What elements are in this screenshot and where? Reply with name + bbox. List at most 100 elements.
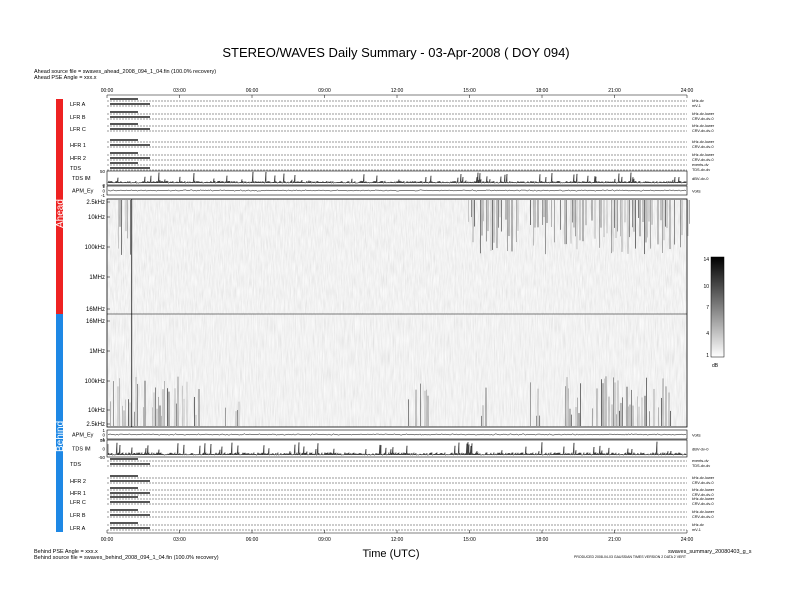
behind-burst (628, 406, 629, 426)
ahead-burst (486, 200, 487, 242)
ahead-panel-info (110, 157, 150, 159)
behind-burst (176, 403, 177, 426)
ahead-burst (606, 200, 608, 234)
behind-panel-label: LFR B (70, 513, 86, 519)
ahead-burst (687, 200, 689, 237)
ahead-panel-unit: events-dv (692, 163, 709, 167)
behind-burst (536, 415, 537, 426)
ahead-tdsm-unit: dBV-dv-0 (692, 176, 709, 181)
behind-apm-ytick: 0 (102, 433, 105, 438)
behind-burst (159, 405, 161, 426)
behind-burst (537, 388, 539, 426)
behind-tdsm-ytick: 50 (100, 438, 106, 443)
behind-burst (608, 396, 610, 426)
ahead-panel-info (110, 123, 138, 125)
ahead-burst (591, 200, 593, 221)
behind-panel-unit: events-dv (692, 459, 709, 463)
figure-title: STEREO/WAVES Daily Summary - 03-Apr-2008… (222, 45, 569, 60)
behind-burst (156, 408, 158, 426)
ahead-burst (472, 200, 474, 243)
behind-burst (649, 411, 650, 426)
behind-burst (162, 389, 164, 426)
behind-burst (637, 396, 638, 426)
behind-panel-unit: kHz-dv-lower (692, 510, 715, 514)
ahead-burst (505, 200, 507, 220)
ahead-burst (614, 200, 615, 228)
behind-burst (174, 388, 176, 426)
ahead-freq-tick-label: 1MHz (89, 275, 105, 281)
ahead-pse-angle: Ahead PSE Angle = xxx.x (34, 75, 97, 81)
behind-tdsm-frame (106, 439, 688, 458)
ahead-burst (645, 200, 647, 243)
behind-burst (662, 378, 664, 426)
ahead-burst (669, 200, 671, 250)
ahead-source-file: Ahead source file = swaves_ahead_2008_09… (34, 69, 216, 75)
behind-burst (668, 392, 670, 426)
ahead-burst (537, 200, 539, 228)
bottom-time-axis: 00:00 03:00 06:00 09:00 12:00 15:00 18:00 21:00… (101, 530, 693, 543)
colorbar-tick-label: 14 (703, 257, 709, 263)
ahead-burst (575, 200, 576, 237)
ahead-panel-label: LFR A (70, 102, 86, 108)
behind-burst (113, 381, 114, 426)
behind-apm-ytick: -1 (101, 437, 105, 442)
behind-burst (237, 410, 238, 426)
behind-burst (186, 381, 188, 426)
behind-burst (427, 395, 429, 426)
ahead-panel-unit2: CRV-dv-dv-0 (692, 145, 714, 149)
spectrogram-artifact-line (131, 199, 133, 427)
behind-burst (485, 387, 487, 426)
ahead-burst (499, 200, 501, 218)
ahead-burst (554, 200, 555, 243)
top-time-tick-label: 15:00 (463, 88, 476, 94)
behind-panel-info (110, 487, 138, 489)
ahead-panel-info (110, 103, 150, 105)
ahead-panel-info (110, 167, 150, 169)
behind-panel-unit2: TDS-dv-dv (692, 464, 710, 468)
ahead-burst (644, 200, 645, 255)
bottom-time-tick-label: 00:00 (101, 537, 114, 543)
behind-panel-info (110, 463, 150, 465)
ahead-burst (600, 200, 602, 228)
behind-burst (596, 388, 598, 426)
bottom-time-tick-label: 21:00 (608, 537, 621, 543)
behind-burst (619, 410, 620, 426)
behind-burst (482, 405, 484, 426)
ahead-panel-info (110, 144, 150, 146)
behind-burst (128, 399, 129, 426)
behind-burst (617, 380, 619, 426)
top-time-tick-label: 24:00 (681, 88, 694, 94)
behind-tdsm-trace (107, 441, 687, 456)
ahead-panel-unit: kHz-dv (692, 99, 704, 103)
behind-panel-info (110, 501, 150, 503)
ahead-burst (617, 200, 618, 232)
ahead-panel-label: TDS (70, 166, 81, 172)
ahead-tdsm-trace (107, 171, 687, 184)
behind-burst (195, 414, 197, 426)
ahead-burst (576, 200, 578, 250)
colorbar-tick-label: 1 (706, 353, 709, 359)
behind-panel-info (110, 527, 150, 529)
behind-burst (578, 413, 580, 426)
ahead-burst (642, 200, 644, 222)
ahead-freq-tick-label: 10kHz (88, 215, 105, 221)
ahead-burst (611, 200, 612, 254)
trace-panels: TDS IM500dBV-dv-0APM_Ey10-1VoltsAPM_Ey10… (72, 169, 709, 460)
behind-apm-frame (106, 429, 688, 440)
x-axis-label: Time (UTC) (362, 548, 419, 560)
behind-burst (626, 386, 628, 426)
behind-apm-unit: Volts (692, 433, 701, 438)
ahead-burst (468, 200, 469, 222)
ahead-burst (612, 200, 614, 252)
behind-panel-unit2: CRV-dv-dv-0 (692, 493, 714, 497)
behind-panel-unit2: CRV-dv-dv-0 (692, 502, 714, 506)
ahead-burst (585, 200, 587, 226)
behind-apm-ytick: 1 (102, 428, 105, 433)
behind-tdsm-ytick: 0 (102, 447, 105, 452)
bottom-time-tick-label: 06:00 (246, 537, 259, 543)
ahead-burst (530, 200, 531, 225)
behind-burst (135, 377, 137, 426)
ahead-burst (481, 200, 483, 236)
ahead-burst (546, 200, 548, 223)
